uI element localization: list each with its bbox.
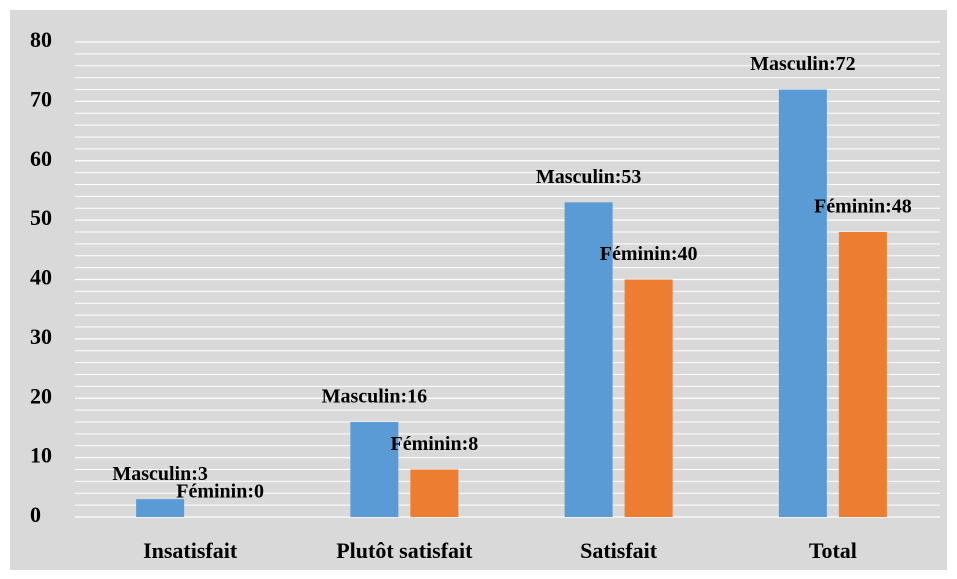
bar <box>136 499 185 517</box>
bar <box>564 202 613 517</box>
data-label: Féminin:0 <box>176 481 264 503</box>
y-tick-label: 50 <box>30 205 52 230</box>
data-label: Masculin:3 <box>112 463 208 485</box>
bar <box>778 89 827 517</box>
y-tick-label: 70 <box>30 86 52 111</box>
y-tick-label: 60 <box>30 146 52 171</box>
data-label: Masculin:72 <box>750 53 856 75</box>
y-tick-label: 10 <box>30 443 52 468</box>
data-label: Féminin:48 <box>814 196 912 218</box>
y-tick-label: 20 <box>30 383 52 408</box>
y-tick-label: 0 <box>30 502 41 527</box>
y-tick-label: 80 <box>30 27 52 52</box>
bar <box>624 279 673 517</box>
bar <box>410 469 459 517</box>
bar <box>350 422 399 517</box>
data-label: Féminin:40 <box>600 243 698 265</box>
x-tick-label: Plutôt satisfait <box>336 538 473 563</box>
data-label: Masculin:16 <box>322 386 428 408</box>
data-label: Masculin:53 <box>536 166 642 188</box>
y-tick-label: 30 <box>30 324 52 349</box>
bar <box>838 232 887 517</box>
y-tick-label: 40 <box>30 265 52 290</box>
x-tick-label: Insatisfait <box>143 538 238 563</box>
data-label: Féminin:8 <box>390 433 478 455</box>
x-tick-label: Satisfait <box>580 538 658 563</box>
x-tick-label: Total <box>809 538 857 563</box>
